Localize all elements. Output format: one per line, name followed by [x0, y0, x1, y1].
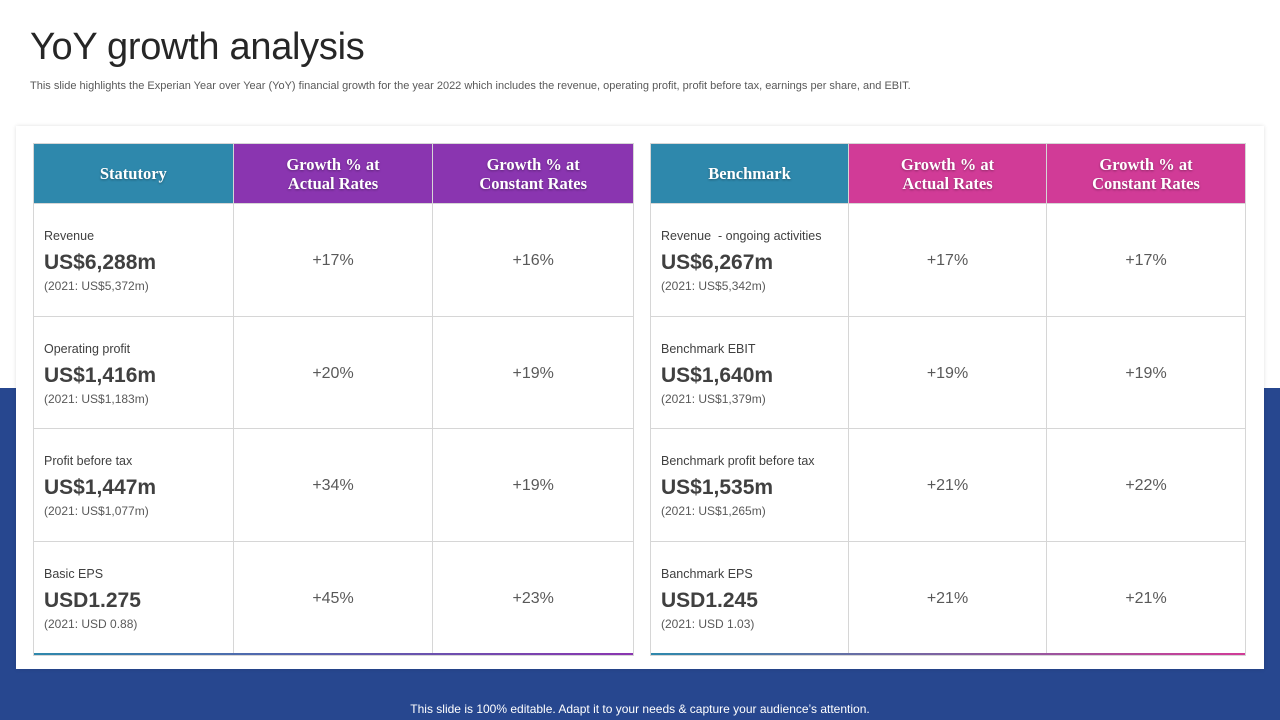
metric-cell: Revenue US$6,288m (2021: US$5,372m)	[34, 204, 234, 316]
constant-cell: +23%	[433, 542, 633, 654]
table-row: Benchmark EBIT US$1,640m (2021: US$1,379…	[651, 315, 1245, 429]
constant-growth: +21%	[1125, 589, 1167, 607]
metric-previous: (2021: US$5,372m)	[44, 279, 149, 293]
table-row: Basic EPS USD1.275 (2021: USD 0.88) +45%…	[34, 540, 633, 654]
table-row: Benchmark profit before tax US$1,535m (2…	[651, 428, 1245, 541]
metric-cell: Revenue - ongoing activities US$6,267m (…	[651, 204, 849, 316]
metric-value: USD1.275	[44, 588, 141, 612]
metric-previous: (2021: US$1,379m)	[661, 391, 766, 406]
constant-cell: +19%	[433, 317, 633, 429]
metric-label: Revenue	[44, 229, 95, 243]
metric-value: US$1,416m	[44, 363, 157, 387]
metric-cell: Benchmark profit before tax US$1,535m (2…	[651, 429, 849, 541]
benchmark-header-row: Benchmark Growth % at Actual Rates Growt…	[651, 144, 1245, 203]
header-constant-rates: Growth % at Constant Rates	[433, 144, 634, 203]
table-accent-line	[34, 653, 633, 655]
page-title: YoY growth analysis	[30, 26, 365, 68]
metric-previous: (2021: USD 1.03)	[661, 616, 755, 631]
constant-growth: +19%	[512, 364, 554, 382]
metric-label: Profit before tax	[44, 454, 133, 468]
constant-growth: +23%	[512, 589, 554, 607]
actual-cell: +45%	[234, 541, 434, 653]
statutory-table: Statutory Growth % at Actual Rates Growt…	[33, 143, 634, 656]
constant-growth: +17%	[1125, 252, 1167, 269]
constant-growth: +16%	[512, 252, 554, 269]
header-actual-rates: Growth % at Actual Rates	[233, 144, 434, 203]
actual-cell: +20%	[234, 316, 434, 428]
table-accent-line	[651, 653, 1245, 655]
metric-previous: (2021: US$1,265m)	[661, 504, 766, 518]
actual-growth: +34%	[312, 477, 354, 494]
benchmark-table: Benchmark Growth % at Actual Rates Growt…	[650, 143, 1246, 656]
actual-growth: +19%	[926, 364, 969, 382]
metric-value: US$1,640m	[661, 363, 774, 387]
constant-cell: +19%	[433, 429, 633, 541]
constant-growth: +22%	[1125, 477, 1167, 494]
metric-value: US$1,447m	[44, 476, 157, 499]
actual-growth: +17%	[312, 252, 354, 269]
metric-value: US$6,288m	[44, 251, 157, 274]
table-row: Banchmark EPS USD1.245 (2021: USD 1.03) …	[651, 540, 1245, 654]
metric-previous: (2021: USD 0.88)	[44, 616, 138, 631]
metric-label: Revenue - ongoing activities	[661, 229, 822, 243]
actual-cell: +21%	[849, 429, 1047, 541]
actual-growth: +20%	[312, 364, 354, 382]
header-constant-rates: Growth % at Constant Rates	[1047, 144, 1245, 203]
header-statutory: Statutory	[34, 144, 234, 203]
constant-cell: +19%	[1047, 317, 1245, 429]
metric-previous: (2021: US$1,077m)	[44, 504, 149, 518]
constant-growth: +19%	[1125, 364, 1167, 382]
metric-label: Benchmark profit before tax	[661, 454, 815, 468]
metric-cell: Profit before tax US$1,447m (2021: US$1,…	[34, 429, 234, 541]
metric-previous: (2021: US$5,342m)	[661, 279, 766, 293]
actual-growth: +17%	[926, 252, 969, 269]
metric-cell: Benchmark EBIT US$1,640m (2021: US$1,379…	[651, 316, 849, 428]
actual-cell: +34%	[234, 429, 434, 541]
metric-previous: (2021: US$1,183m)	[44, 391, 149, 406]
actual-growth: +21%	[926, 477, 969, 494]
metric-label: Benchmark EBIT	[661, 341, 756, 356]
page-subtitle: This slide highlights the Experian Year …	[30, 80, 911, 92]
table-row: Revenue US$6,288m (2021: US$5,372m) +17%…	[34, 203, 633, 316]
constant-cell: +17%	[1047, 204, 1245, 316]
constant-growth: +19%	[512, 477, 554, 494]
metric-label: Banchmark EPS	[661, 566, 753, 581]
metric-value: US$6,267m	[661, 251, 774, 274]
metric-cell: Operating profit US$1,416m (2021: US$1,1…	[34, 316, 234, 428]
tables-card: Statutory Growth % at Actual Rates Growt…	[16, 126, 1264, 669]
header-actual-rates: Growth % at Actual Rates	[849, 144, 1047, 203]
metric-cell: Basic EPS USD1.275 (2021: USD 0.88)	[34, 541, 234, 653]
footer-note: This slide is 100% editable. Adapt it to…	[410, 702, 870, 716]
metric-label: Basic EPS	[44, 566, 104, 581]
constant-cell: +16%	[433, 204, 633, 316]
actual-cell: +21%	[849, 541, 1047, 653]
metric-label: Operating profit	[44, 341, 131, 356]
table-row: Profit before tax US$1,447m (2021: US$1,…	[34, 428, 633, 541]
header-benchmark: Benchmark	[651, 144, 849, 203]
metric-cell: Banchmark EPS USD1.245 (2021: USD 1.03)	[651, 541, 849, 653]
actual-cell: +17%	[234, 204, 434, 316]
table-row: Revenue - ongoing activities US$6,267m (…	[651, 203, 1245, 316]
actual-cell: +17%	[849, 204, 1047, 316]
constant-cell: +21%	[1047, 542, 1245, 654]
actual-growth: +45%	[312, 589, 354, 607]
metric-value: USD1.245	[661, 588, 758, 612]
actual-growth: +21%	[926, 589, 969, 607]
table-row: Operating profit US$1,416m (2021: US$1,1…	[34, 315, 633, 429]
metric-value: US$1,535m	[661, 476, 774, 499]
constant-cell: +22%	[1047, 429, 1245, 541]
statutory-header-row: Statutory Growth % at Actual Rates Growt…	[34, 144, 634, 203]
actual-cell: +19%	[849, 316, 1047, 428]
